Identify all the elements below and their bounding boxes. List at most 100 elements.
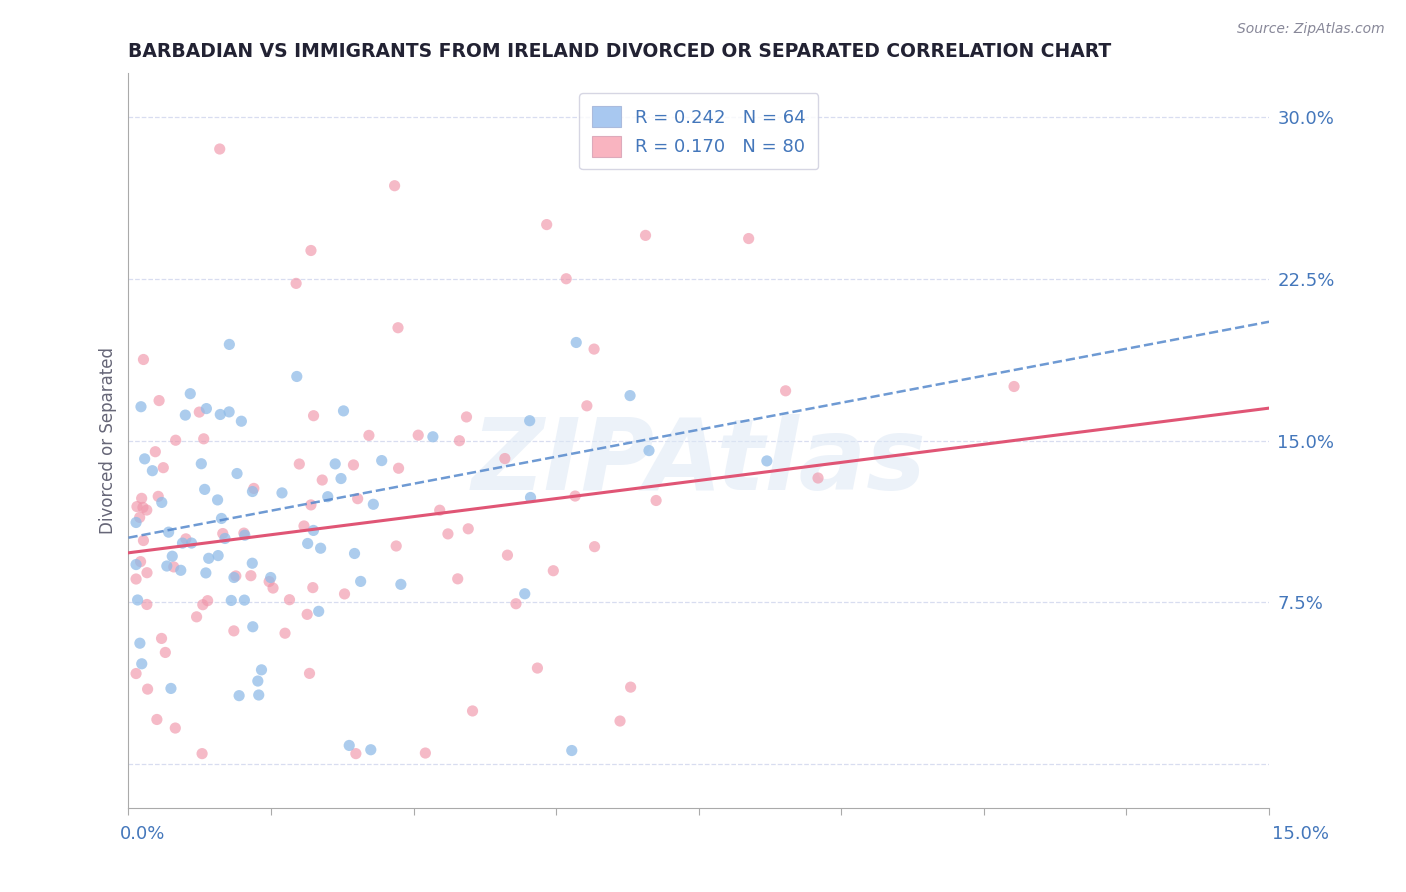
Point (262, 581, 284, 595)
Point (301, 581, 323, 595)
Point (285, 277, 308, 291)
Point (128, 510, 150, 524)
Point (174, 532, 197, 546)
Point (148, 393, 170, 408)
Point (194, 483, 217, 497)
Point (461, 704, 484, 718)
Point (526, 661, 548, 675)
Point (150, 632, 173, 646)
Point (292, 519, 315, 533)
Point (333, 587, 356, 601)
Point (437, 527, 460, 541)
Point (228, 689, 250, 703)
Point (128, 636, 150, 650)
Point (350, 574, 373, 589)
Point (337, 739, 360, 753)
Point (226, 467, 249, 481)
Point (634, 228, 657, 243)
Point (172, 536, 194, 550)
Point (207, 549, 229, 563)
Text: BARBADIAN VS IMMIGRANTS FROM IRELAND DIVORCED OR SEPARATED CORRELATION CHART: BARBADIAN VS IMMIGRANTS FROM IRELAND DIV… (128, 42, 1112, 61)
Point (132, 352, 155, 367)
Point (134, 451, 156, 466)
Point (619, 388, 641, 402)
Point (385, 539, 408, 553)
Point (274, 626, 297, 640)
Point (165, 434, 187, 448)
Point (457, 522, 479, 536)
Point (157, 525, 180, 540)
Point (447, 572, 470, 586)
Point (148, 489, 170, 503)
Point (150, 495, 173, 509)
Point (299, 498, 322, 512)
Point (129, 400, 152, 414)
Text: Source: ZipAtlas.com: Source: ZipAtlas.com (1237, 22, 1385, 37)
Point (775, 384, 797, 398)
Point (285, 369, 308, 384)
Point (222, 570, 245, 584)
Point (197, 593, 219, 607)
Point (415, 746, 437, 760)
Point (242, 484, 264, 499)
Point (170, 563, 193, 577)
Point (165, 721, 187, 735)
Point (136, 566, 159, 580)
Point (299, 244, 322, 258)
Point (211, 526, 233, 541)
Point (384, 178, 406, 193)
Point (231, 414, 253, 428)
Point (242, 620, 264, 634)
Point (387, 320, 409, 334)
Point (222, 624, 245, 638)
Y-axis label: Divorced or Separated: Divorced or Separated (100, 347, 117, 534)
Point (190, 457, 212, 471)
Point (125, 666, 148, 681)
Point (543, 564, 565, 578)
Point (188, 405, 211, 419)
Point (1002, 379, 1025, 393)
Point (295, 607, 318, 622)
Point (232, 526, 254, 541)
Point (564, 489, 586, 503)
Point (755, 454, 778, 468)
Point (645, 493, 668, 508)
Point (298, 666, 321, 681)
Point (239, 568, 262, 582)
Point (342, 458, 364, 472)
Point (208, 142, 231, 156)
Point (240, 556, 263, 570)
Point (125, 516, 148, 530)
Point (519, 491, 541, 505)
Point (233, 528, 256, 542)
Point (278, 592, 301, 607)
Point (309, 541, 332, 556)
Point (163, 560, 186, 574)
Point (218, 405, 240, 419)
Point (195, 401, 218, 416)
Point (246, 674, 269, 689)
Point (429, 503, 451, 517)
Point (583, 342, 606, 356)
Point (214, 532, 236, 546)
Point (156, 559, 179, 574)
Point (197, 551, 219, 566)
Point (302, 524, 325, 538)
Point (135, 598, 157, 612)
Point (555, 271, 578, 285)
Point (207, 492, 229, 507)
Point (308, 604, 330, 618)
Point (260, 570, 283, 584)
Point (194, 566, 217, 580)
Point (225, 569, 247, 583)
Point (132, 500, 155, 515)
Point (191, 598, 214, 612)
Point (343, 547, 366, 561)
Point (346, 491, 368, 506)
Point (186, 610, 208, 624)
Point (132, 533, 155, 548)
Point (135, 503, 157, 517)
Point (160, 681, 183, 696)
Point (456, 409, 478, 424)
Point (370, 453, 392, 467)
